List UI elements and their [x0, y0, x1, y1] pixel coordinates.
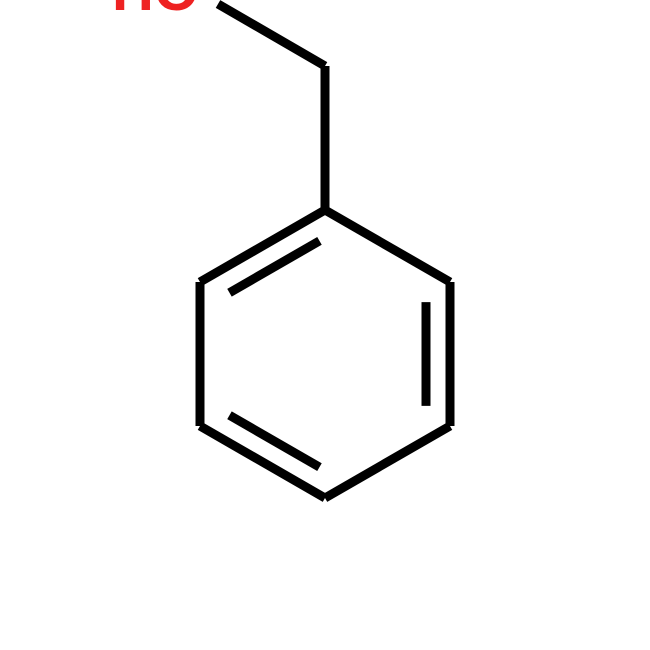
structure-canvas: HO [0, 0, 650, 650]
hydroxyl-label: HO [112, 0, 199, 20]
bond-layer [0, 0, 650, 650]
